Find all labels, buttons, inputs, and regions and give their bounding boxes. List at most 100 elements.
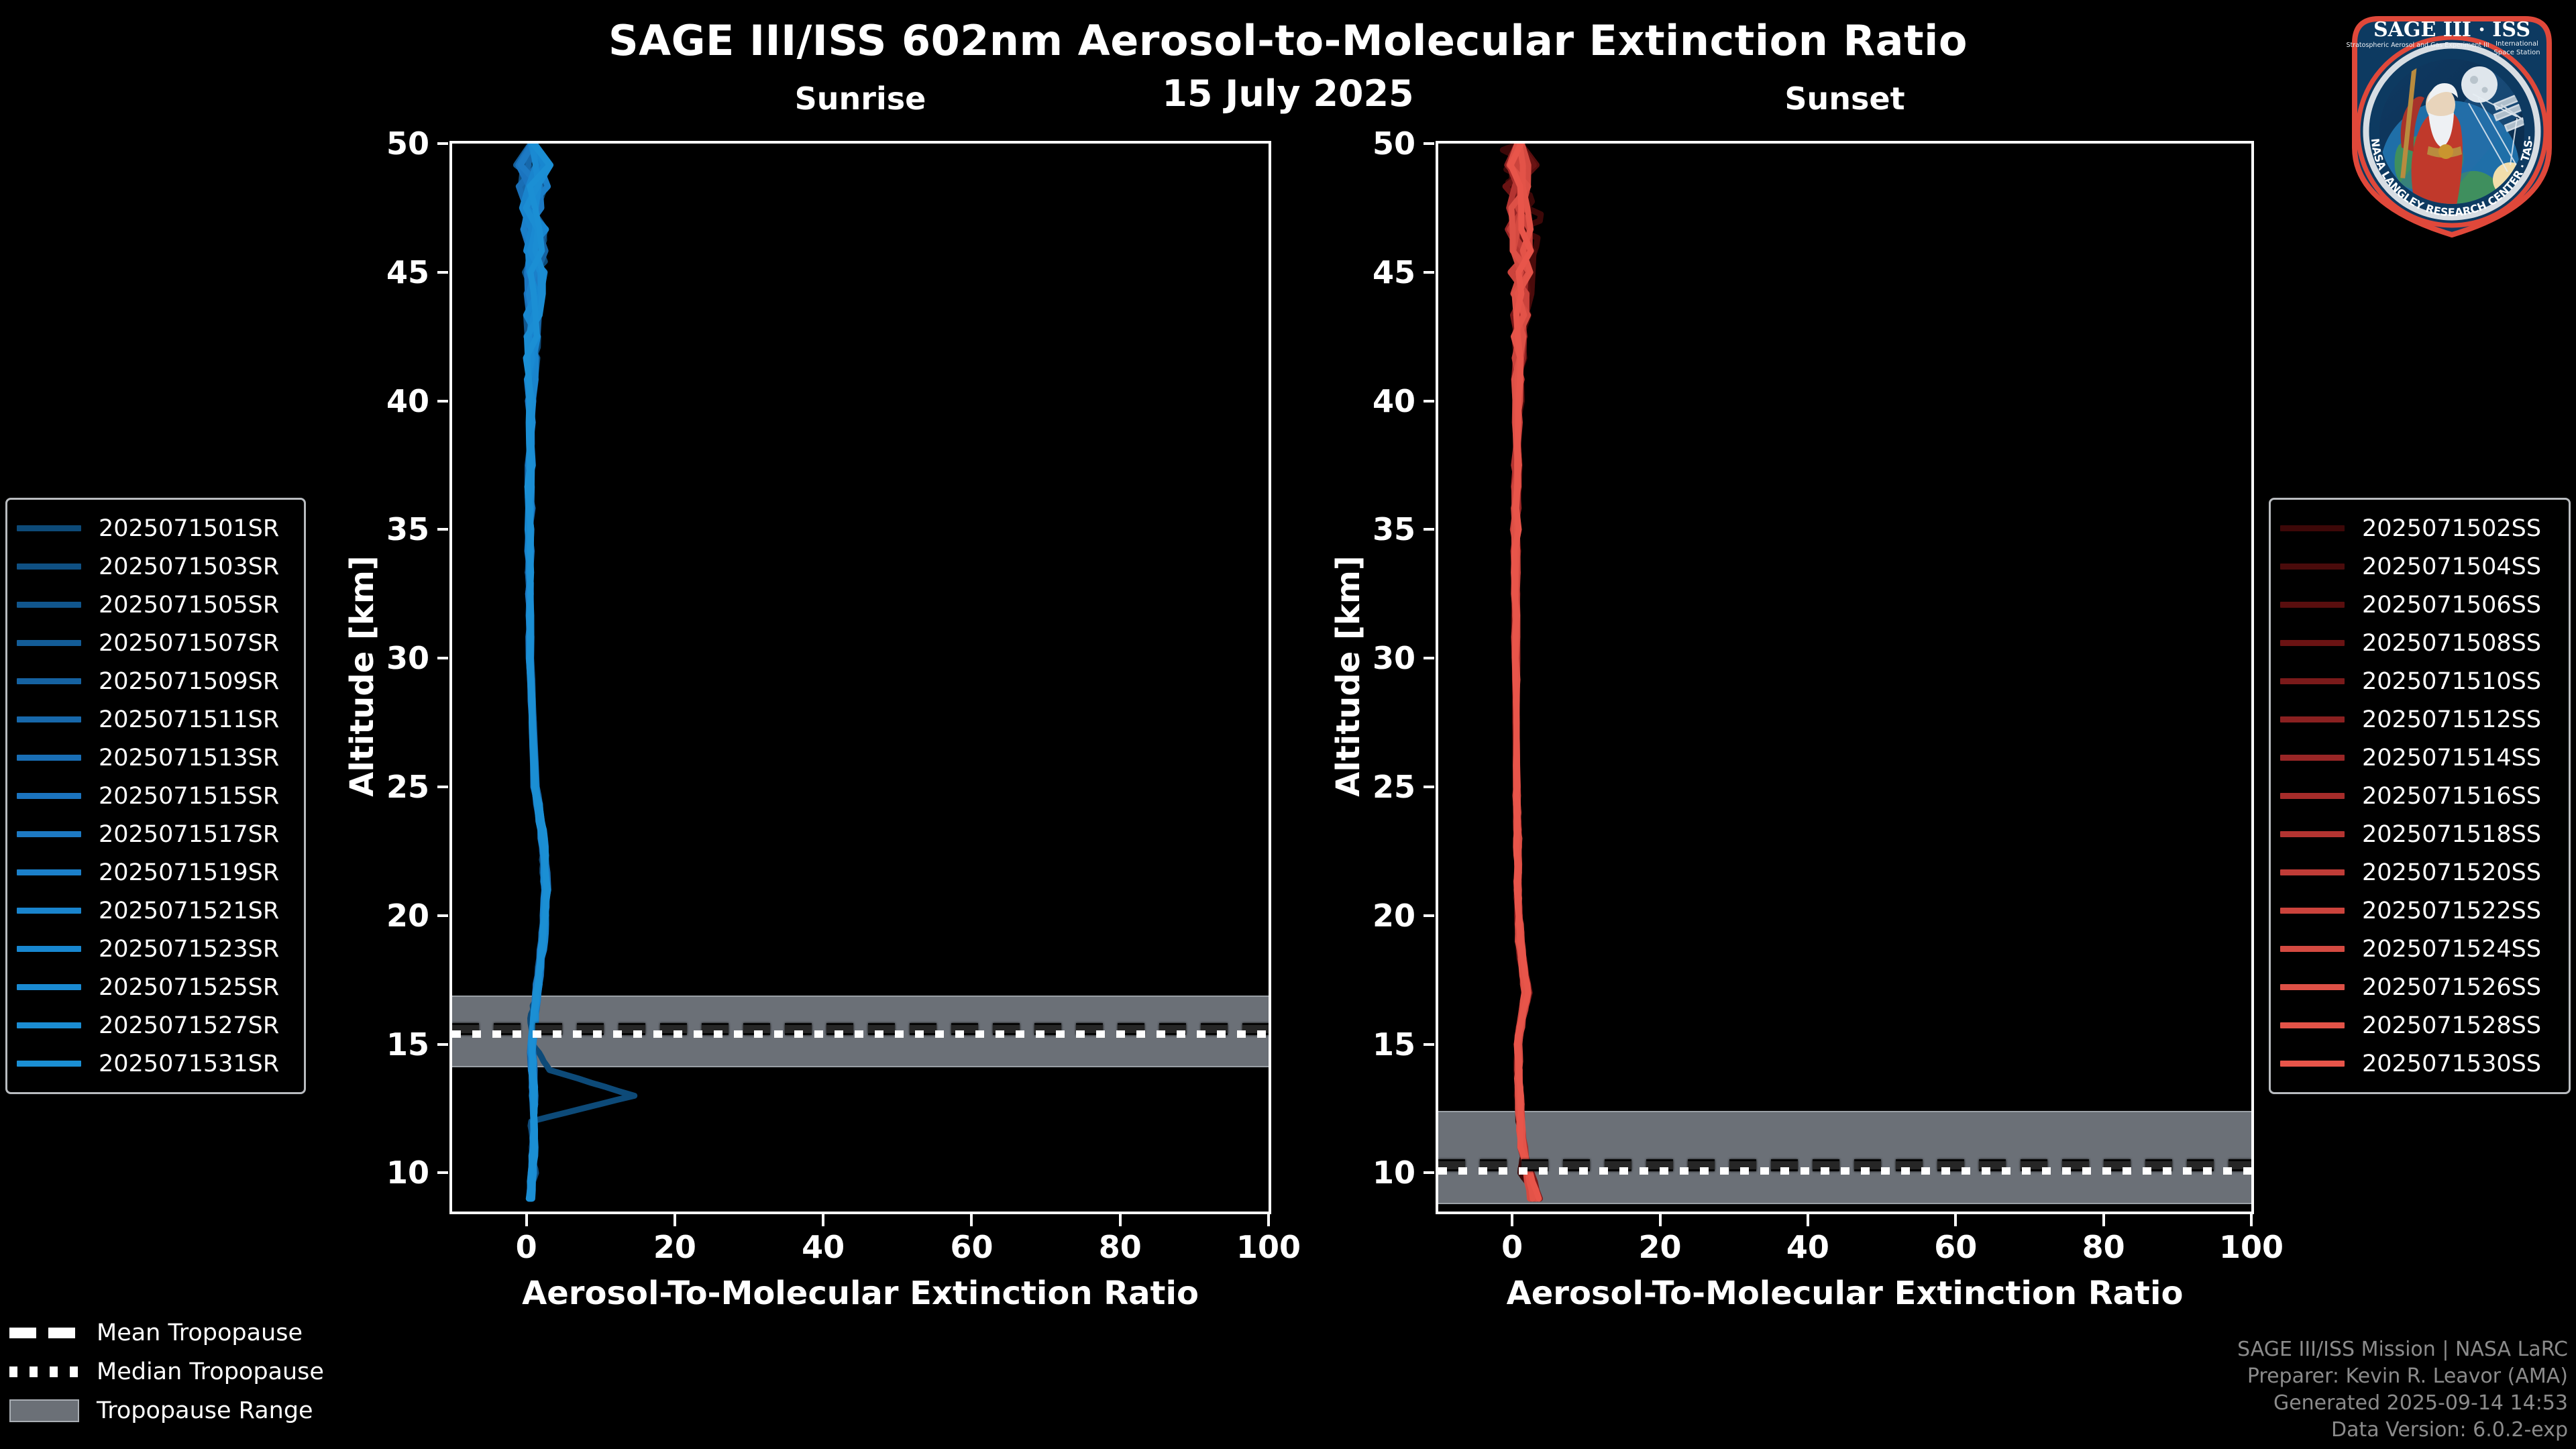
legend-item[interactable]: 2025071510SS xyxy=(2280,662,2558,700)
page-title: SAGE III/ISS 602nm Aerosol-to-Molecular … xyxy=(608,16,1968,65)
legend-color-swatch xyxy=(17,1022,81,1028)
legend-item[interactable]: 2025071502SS xyxy=(2280,509,2558,547)
y-tick-mark xyxy=(1424,528,1434,531)
x-tick-mark xyxy=(1806,1214,1809,1226)
x-axis-title-sunrise: Aerosol-To-Molecular Extinction Ratio xyxy=(522,1275,1199,1312)
footer: SAGE III/ISS Mission | NASA LaRC Prepare… xyxy=(2237,1336,2568,1444)
legend-color-swatch xyxy=(2280,869,2345,875)
legend-sunrise[interactable]: 2025071501SR 2025071503SR 2025071505SR 2025… xyxy=(5,498,306,1094)
y-tick-label: 35 xyxy=(386,511,429,548)
legend-item[interactable]: 2025071513SR xyxy=(17,739,293,777)
legend-label: 2025071519SR xyxy=(99,859,280,886)
legend-item[interactable]: 2025071508SS xyxy=(2280,624,2558,662)
x-tick-label: 40 xyxy=(802,1229,845,1265)
legend-item[interactable]: 2025071504SS xyxy=(2280,547,2558,586)
patch-subtitle-right-2: Space Station xyxy=(2493,49,2540,56)
legend-color-swatch xyxy=(2280,755,2345,761)
x-tick-mark xyxy=(525,1214,528,1226)
legend-item[interactable]: 2025071519SR xyxy=(17,853,293,892)
plot-area-sunrise xyxy=(449,141,1271,1214)
legend-label: 2025071508SS xyxy=(2362,629,2542,657)
legend-item[interactable]: 2025071520SS xyxy=(2280,853,2558,892)
legend-item[interactable]: 2025071524SS xyxy=(2280,930,2558,968)
legend-item[interactable]: 2025071522SS xyxy=(2280,892,2558,930)
x-tick-mark xyxy=(1118,1214,1122,1226)
legend-label: 2025071521SR xyxy=(99,897,280,924)
x-tick-mark xyxy=(1954,1214,1957,1226)
legend-color-swatch xyxy=(2280,1022,2345,1028)
legend-item[interactable]: 2025071523SR xyxy=(17,930,293,968)
legend-label: 2025071531SR xyxy=(99,1050,280,1077)
y-axis-title-sunset: Altitude [km] xyxy=(1330,555,1367,797)
legend-item[interactable]: 2025071506SS xyxy=(2280,586,2558,624)
patch-subtitle-right-1: International xyxy=(2496,40,2538,48)
x-tick-label: 40 xyxy=(1786,1229,1829,1265)
legend-item[interactable]: 2025071531SR xyxy=(17,1044,293,1083)
y-tick-mark xyxy=(437,657,448,660)
y-tick-mark xyxy=(437,399,448,402)
y-tick-label: 45 xyxy=(1372,254,1415,290)
legend-item[interactable]: 2025071501SR xyxy=(17,509,293,547)
legend-label: 2025071514SS xyxy=(2362,744,2542,771)
x-tick-label: 0 xyxy=(1501,1229,1523,1265)
legend-color-swatch xyxy=(2280,525,2345,531)
legend-item[interactable]: 2025071530SS xyxy=(2280,1044,2558,1083)
y-tick-mark xyxy=(1424,786,1434,789)
legend-item[interactable]: 2025071503SR xyxy=(17,547,293,586)
legend-item[interactable]: 2025071528SS xyxy=(2280,1006,2558,1044)
legend-item-median-tropopause: Median Tropopause xyxy=(9,1352,325,1391)
legend-color-swatch xyxy=(17,1061,81,1067)
legend-item[interactable]: 2025071505SR xyxy=(17,586,293,624)
x-tick-mark xyxy=(822,1214,825,1226)
legend-item[interactable]: 2025071514SS xyxy=(2280,739,2558,777)
legend-item[interactable]: 2025071515SR xyxy=(17,777,293,815)
legend-item[interactable]: 2025071525SR xyxy=(17,968,293,1006)
legend-sunset[interactable]: 2025071502SS 2025071504SS 2025071506SS 2025… xyxy=(2269,498,2571,1094)
panel-title-sunrise: Sunrise xyxy=(794,80,926,117)
legend-color-swatch xyxy=(17,908,81,914)
y-tick-label: 40 xyxy=(1372,382,1415,419)
legend-color-swatch xyxy=(2280,793,2345,799)
legend-item[interactable]: 2025071521SR xyxy=(17,892,293,930)
legend-label: 2025071530SS xyxy=(2362,1050,2542,1077)
legend-item[interactable]: 2025071511SR xyxy=(17,700,293,739)
y-tick-mark xyxy=(437,1171,448,1175)
legend-color-swatch xyxy=(17,564,81,570)
legend-label-median-tropopause: Median Tropopause xyxy=(97,1358,324,1385)
y-tick-label: 45 xyxy=(386,254,429,290)
x-tick-label: 60 xyxy=(1934,1229,1978,1265)
y-tick-mark xyxy=(437,270,448,274)
legend-label: 2025071512SS xyxy=(2362,706,2542,733)
legend-color-swatch xyxy=(17,946,81,952)
legend-color-swatch xyxy=(17,640,81,646)
legend-label: 2025071523SR xyxy=(99,935,280,963)
legend-item[interactable]: 2025071517SR xyxy=(17,815,293,853)
y-tick-label: 20 xyxy=(386,897,429,934)
y-axis-title-sunrise: Altitude [km] xyxy=(343,555,381,797)
y-tick-label: 10 xyxy=(1372,1155,1415,1191)
legend-label-mean-tropopause: Mean Tropopause xyxy=(97,1320,303,1346)
footer-mission: SAGE III/ISS Mission | NASA LaRC xyxy=(2237,1338,2568,1361)
y-tick-label: 35 xyxy=(1372,511,1415,548)
x-tick-mark xyxy=(1658,1214,1662,1226)
legend-item[interactable]: 2025071507SR xyxy=(17,624,293,662)
legend-item[interactable]: 2025071518SS xyxy=(2280,815,2558,853)
legend-item[interactable]: 2025071526SS xyxy=(2280,968,2558,1006)
legend-label: 2025071509SR xyxy=(99,667,280,695)
legend-color-swatch xyxy=(17,984,81,990)
patch-subtitle-left: Stratospheric Aerosol and Gas Experiment… xyxy=(2346,42,2489,49)
panel-title-sunset: Sunset xyxy=(1784,80,1905,117)
y-tick-label: 10 xyxy=(386,1155,429,1191)
legend-item[interactable]: 2025071516SS xyxy=(2280,777,2558,815)
legend-item[interactable]: 2025071512SS xyxy=(2280,700,2558,739)
y-tick-mark xyxy=(1424,1042,1434,1046)
y-tick-label: 30 xyxy=(386,640,429,677)
legend-label: 2025071502SS xyxy=(2362,515,2542,542)
legend-label: 2025071506SS xyxy=(2362,591,2542,619)
footer-data-version: Data Version: 6.0.2-exp xyxy=(2330,1418,2568,1442)
legend-color-swatch xyxy=(2280,946,2345,952)
legend-label: 2025071504SS xyxy=(2362,553,2542,580)
legend-label: 2025071510SS xyxy=(2362,667,2542,695)
legend-item[interactable]: 2025071509SR xyxy=(17,662,293,700)
legend-item[interactable]: 2025071527SR xyxy=(17,1006,293,1044)
